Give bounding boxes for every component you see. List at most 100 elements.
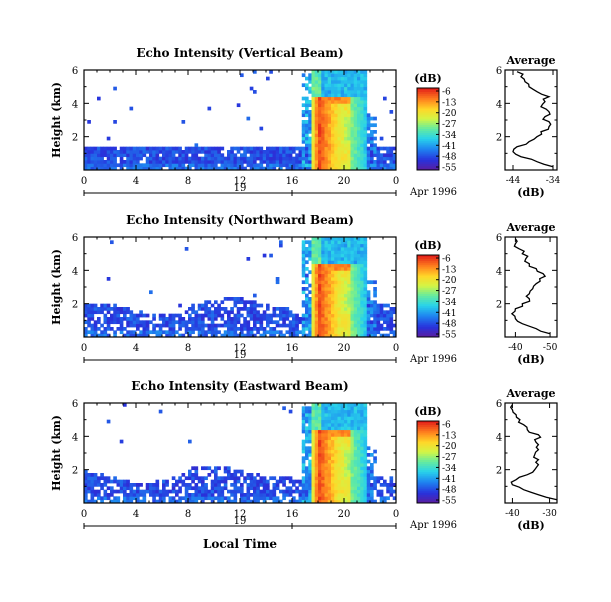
heatmap-cell [321,406,325,411]
heatmap-cell [344,496,348,501]
heatmap-cell [363,93,368,98]
heatmap-cell [129,496,134,501]
heatmap-cell [331,283,335,288]
heatmap-cell [253,300,257,305]
heatmap-cell [269,496,273,501]
heatmap-cell [191,310,195,315]
heatmap-cell [350,456,355,461]
heatmap-cell [350,413,355,417]
heatmap-cell [197,479,202,484]
heatmap-cell [126,163,130,168]
heatmap-cell [136,320,140,325]
heatmap-cell [314,80,319,84]
heatmap-cell [350,489,355,494]
heatmap-cell [334,403,338,407]
heatmap-cell [347,406,351,411]
heatmap-cell [370,473,374,477]
heatmap-cell [223,163,228,168]
colorbar-tick-label: -34 [442,298,457,308]
heatmap-cell [363,449,368,454]
y-tick-label: 6 [72,233,78,244]
heatmap-cell [318,459,322,464]
heatmap-cell [344,93,348,98]
heatmap-cell [314,297,319,301]
heatmap-cell [324,113,329,118]
heatmap-cell [363,439,368,444]
heatmap-cell [214,473,218,477]
heatmap-cell [334,293,338,298]
heatmap-cell [158,493,163,497]
heatmap-cell [360,310,364,315]
heatmap-cell [305,273,309,278]
heatmap-cell [357,300,361,305]
heatmap-cell [305,469,309,474]
heatmap-cell [337,143,342,148]
heatmap-cell [152,493,156,497]
x-tick-label: 4 [133,176,139,187]
heatmap-cell [129,166,134,171]
heatmap-cell [253,146,257,151]
heatmap-cell [337,163,342,168]
heatmap-cell [321,479,325,484]
heatmap-cell [324,120,329,124]
heatmap-cell [305,146,309,151]
heatmap-cell [357,307,361,311]
heatmap-cell [253,489,257,494]
heatmap-cell [340,416,345,421]
heatmap-cell [210,146,215,151]
heatmap-cell [90,473,95,477]
heatmap-cell [337,103,342,108]
heatmap-cell [282,493,286,497]
heatmap-cell [324,260,329,265]
heatmap-cell [279,150,283,154]
heatmap-cell [301,136,306,141]
heatmap-cell [334,466,338,471]
heatmap-cell [334,250,338,255]
heatmap-cell [295,166,299,171]
heatmap-cell [181,479,186,484]
heatmap-cell [347,486,351,491]
heatmap-cell [308,333,312,338]
heatmap-cell [353,330,358,335]
heatmap-cell [214,163,218,168]
heatmap-cell [305,483,309,487]
heatmap-cell [331,307,335,311]
heatmap-cell [311,303,316,308]
heatmap-cell [311,290,316,295]
heatmap-cell [84,330,88,335]
heatmap-cell [324,419,329,424]
heatmap-cell [357,479,361,484]
heatmap-cell [353,429,358,434]
heatmap-cell [357,476,361,481]
heatmap-cell [204,313,208,318]
heatmap-cell [334,103,338,108]
heatmap-cell [93,327,98,331]
heatmap-cell [308,327,312,331]
heatmap-cell [301,496,306,501]
heatmap-cell [340,73,345,78]
heatmap-cell [152,166,156,171]
heatmap-cell [337,253,342,258]
heatmap-cell [87,156,91,161]
heatmap-cell [142,166,147,171]
heatmap-cell [363,270,368,275]
heatmap-cell [314,90,319,94]
heatmap-cell [363,100,368,104]
heatmap-cell [376,160,381,164]
heatmap-cell [184,153,189,158]
heatmap-cell [344,476,348,481]
heatmap-cell [350,473,355,477]
heatmap-cell [129,493,134,497]
heatmap-cell [155,153,160,158]
heatmap-cell [233,303,238,308]
heatmap-cell [243,303,247,308]
heatmap-cell [113,310,117,315]
heatmap-cell [340,436,345,441]
heatmap-cell [194,150,199,154]
heatmap-cell [227,163,231,168]
heatmap-cell [305,300,309,305]
heatmap-cell [207,156,212,161]
heatmap-cell [308,160,312,164]
heatmap-cell [363,323,368,328]
heatmap-cell [324,439,329,444]
